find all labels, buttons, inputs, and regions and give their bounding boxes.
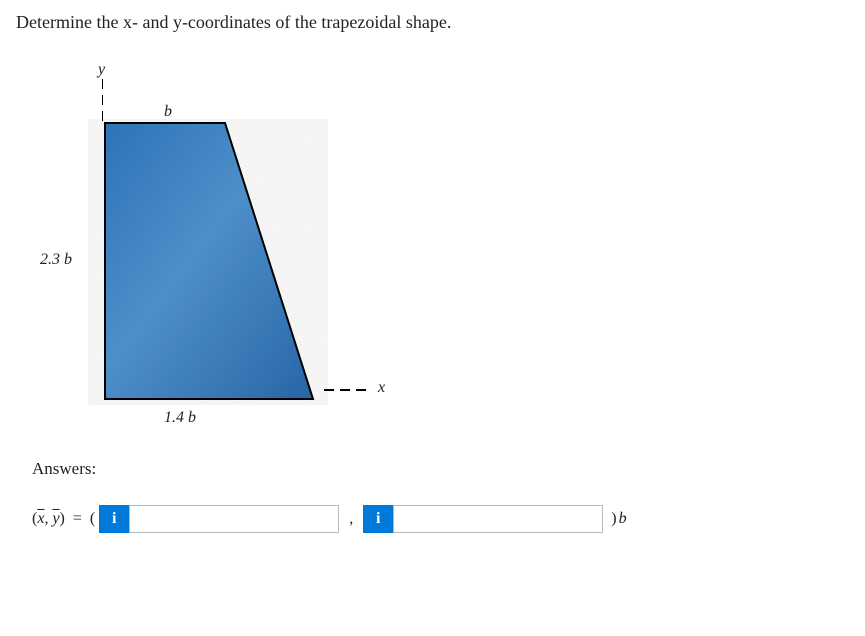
comma: ,	[349, 510, 353, 528]
y-axis-label: y	[98, 61, 105, 79]
question-text: Determine the x- and y-coordinates of th…	[16, 12, 849, 33]
trapezoid-diagram: y b 2.3 b x 1.4 b	[26, 61, 446, 441]
y-centroid-input[interactable]	[393, 505, 603, 533]
close-paren: )	[611, 510, 616, 528]
height-label: 2.3 b	[40, 251, 72, 269]
answer-row: (x, y) = ( i , i ) b	[32, 505, 849, 533]
bottom-width-label: 1.4 b	[164, 409, 196, 427]
x-axis-dashes	[324, 389, 366, 391]
trapezoid-svg	[88, 119, 328, 405]
unit-label: b	[619, 510, 627, 528]
y-axis-dash	[102, 95, 103, 105]
x-axis-label: x	[378, 379, 385, 397]
centroid-label: (x, y) = (	[32, 510, 95, 528]
info-icon-x[interactable]: i	[99, 505, 129, 533]
info-icon-y[interactable]: i	[363, 505, 393, 533]
trapezoid-shape	[105, 123, 313, 399]
y-axis-dash	[102, 79, 103, 89]
answers-heading: Answers:	[32, 459, 849, 479]
x-centroid-input[interactable]	[129, 505, 339, 533]
